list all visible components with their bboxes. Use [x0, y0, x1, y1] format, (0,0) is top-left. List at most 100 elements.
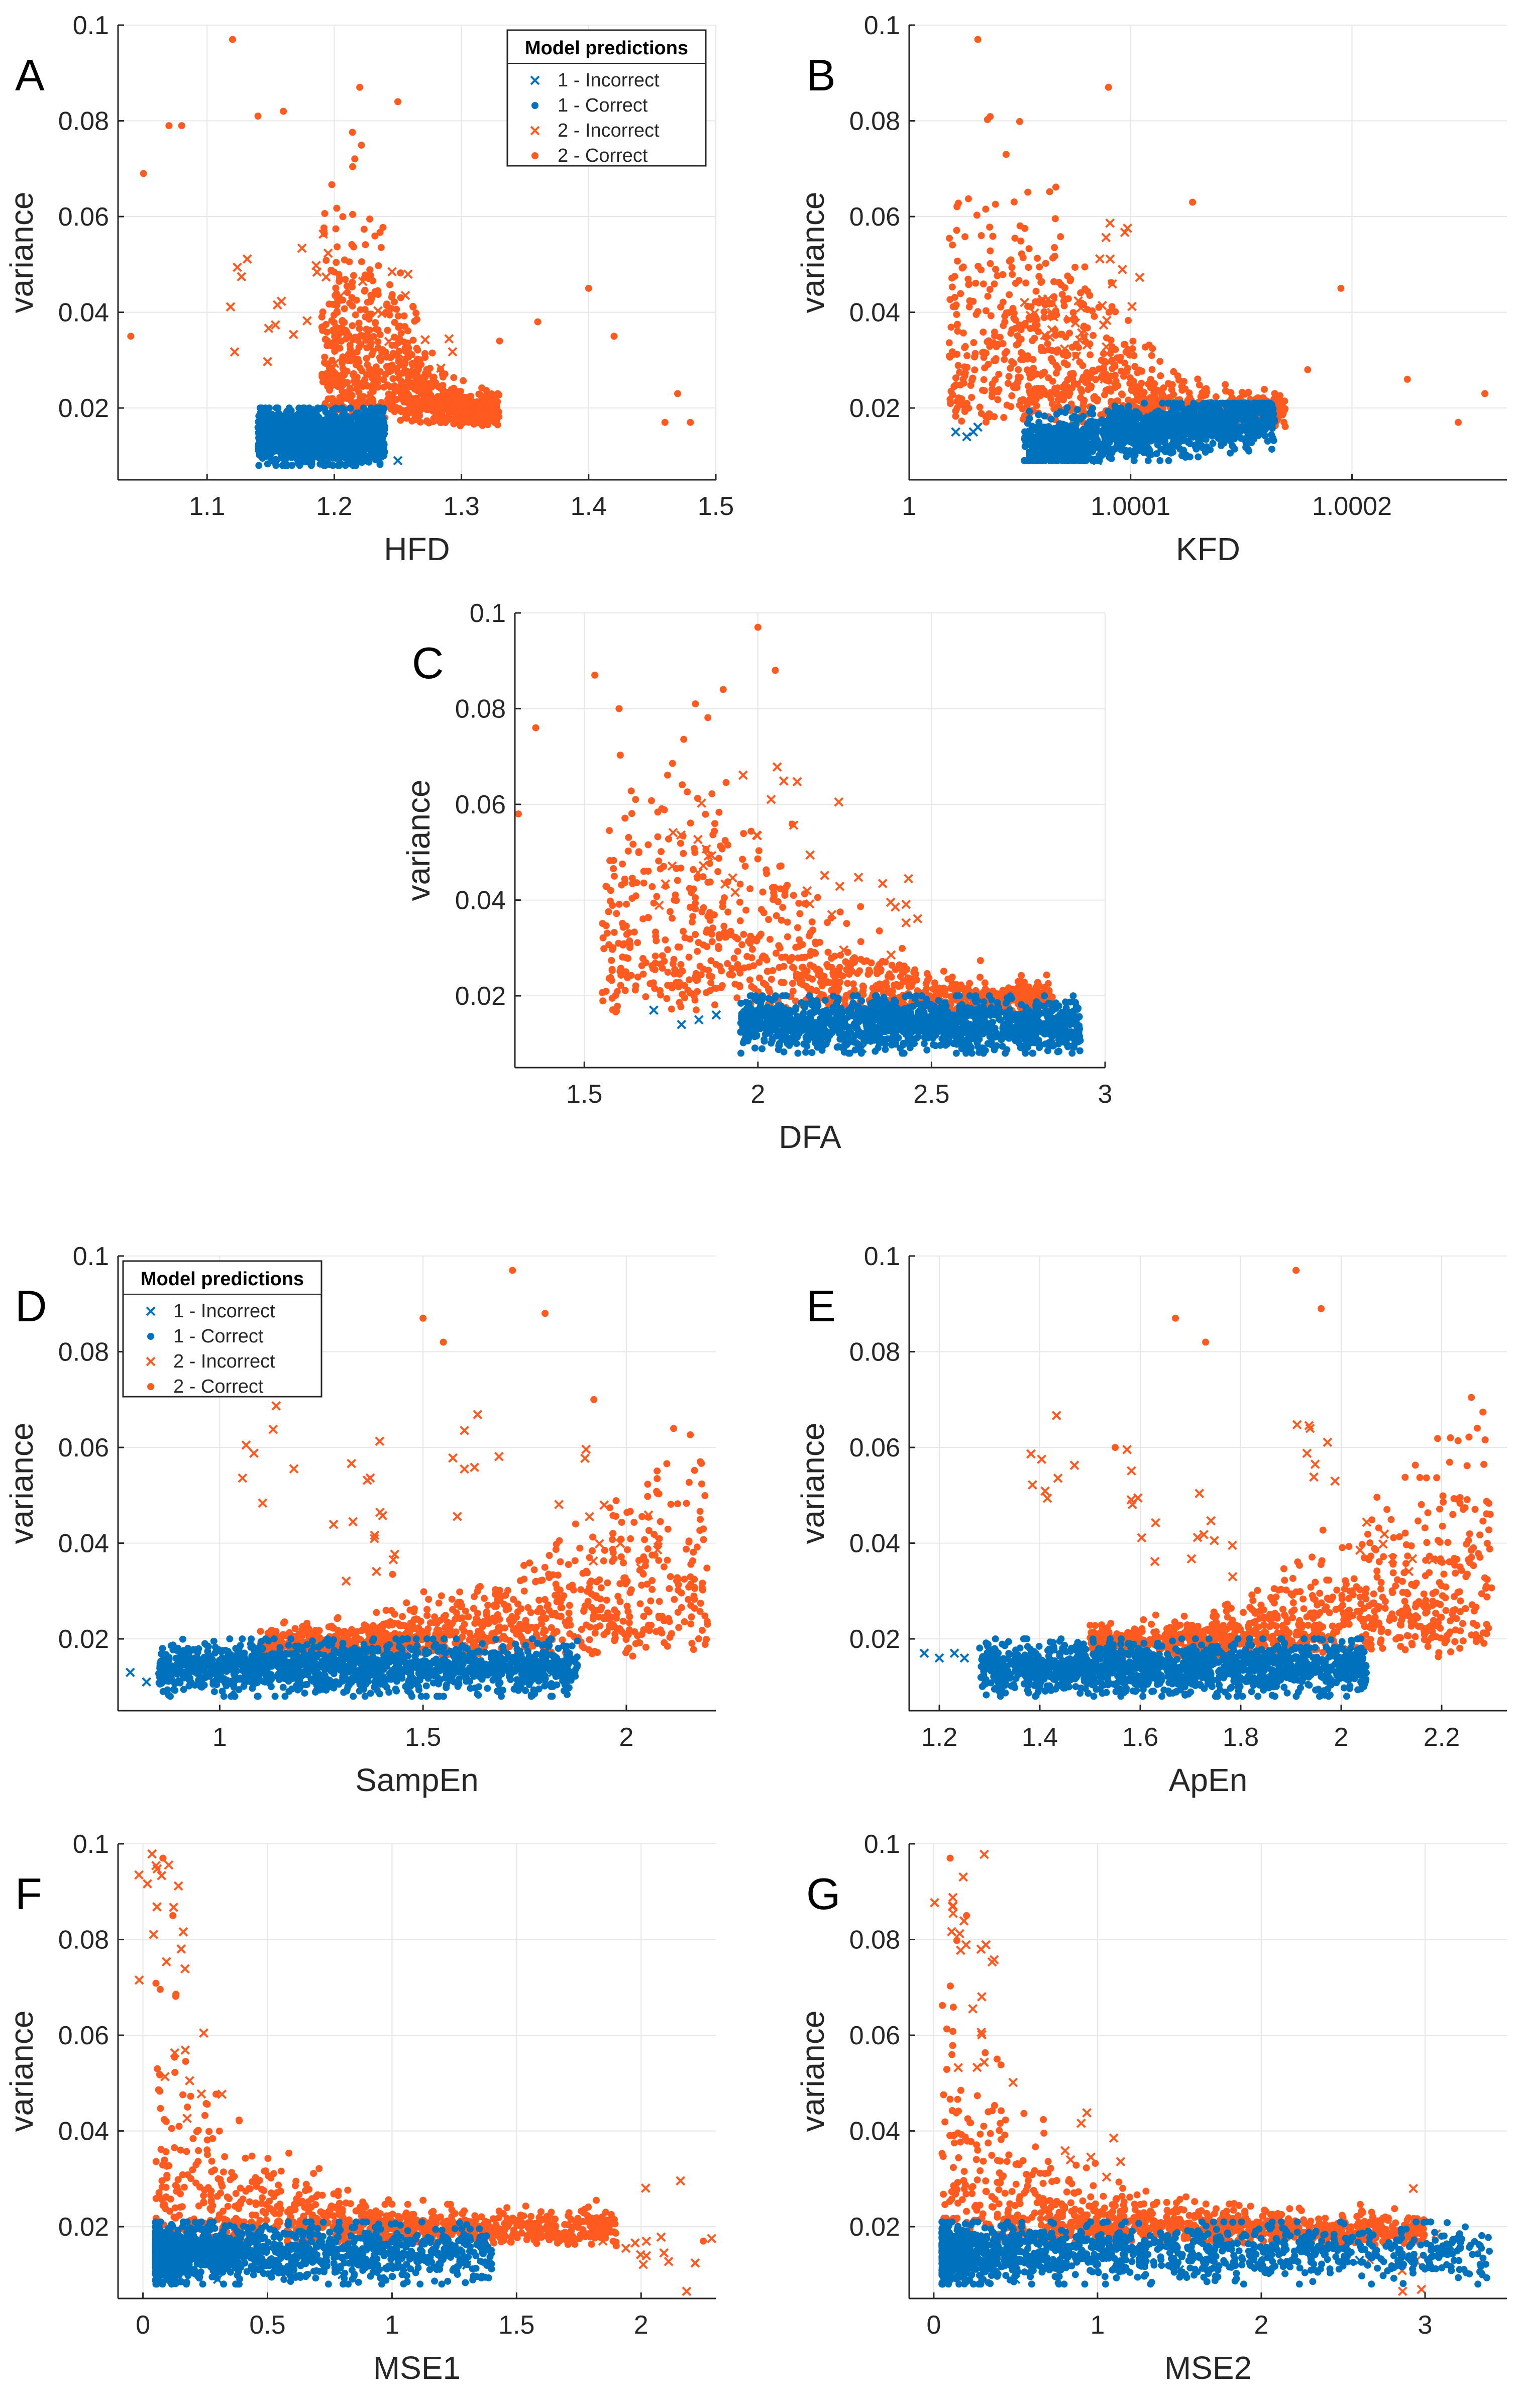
class2-correct-point: [450, 374, 458, 381]
class1-correct-point: [1251, 399, 1258, 407]
class2-correct-point: [1021, 320, 1029, 327]
class1-correct-point: [1216, 433, 1223, 441]
class2-correct-point: [960, 379, 967, 387]
class1-correct-point: [1258, 408, 1265, 416]
class2-correct-point: [1009, 271, 1016, 278]
class2-correct-point: [362, 241, 369, 249]
class1-correct-point: [288, 462, 296, 469]
class1-correct-point: [1037, 454, 1044, 461]
class1-correct-point: [1218, 422, 1226, 429]
class2-correct-point: [1126, 374, 1134, 381]
class1-correct-point: [1114, 441, 1121, 448]
class2-correct-point: [706, 860, 713, 867]
class2-correct-point: [368, 295, 375, 302]
class2-correct-point: [333, 301, 341, 309]
class2-correct-point: [339, 365, 347, 372]
class2-correct-point: [358, 141, 365, 149]
class2-correct-point: [1004, 380, 1012, 387]
class2-correct-point: [348, 241, 356, 248]
class2-correct-point: [1130, 352, 1138, 359]
class2-correct-point: [1102, 359, 1110, 366]
class1-correct-point: [375, 436, 383, 444]
class2-correct-point: [948, 274, 955, 282]
class2-correct-point: [980, 329, 987, 336]
class1-correct-point: [1248, 439, 1255, 446]
class2-correct-point: [1025, 382, 1032, 390]
class1-correct-point: [1071, 433, 1079, 440]
class2-correct-point: [1064, 295, 1072, 302]
class1-correct-point: [299, 404, 307, 412]
class2-correct-point: [428, 381, 436, 389]
class1-correct-point: [376, 454, 383, 462]
class1-correct-point: [1053, 441, 1060, 448]
class2-correct-point: [664, 771, 671, 779]
class2-correct-point: [1167, 381, 1174, 388]
class2-correct-point: [1031, 385, 1038, 393]
class2-correct-point: [1025, 245, 1033, 253]
class2-correct-point: [982, 307, 990, 315]
class2-correct-point: [359, 383, 367, 390]
class2-correct-point: [1018, 349, 1025, 356]
class1-correct-point: [329, 408, 336, 415]
class2-correct-point: [347, 357, 354, 365]
class1-correct-point: [1235, 399, 1242, 407]
y-tick-label: 0.04: [849, 298, 900, 328]
panel-letter: A: [15, 50, 45, 100]
x-tick-label: 1.1: [189, 492, 225, 521]
class2-correct-point: [1052, 183, 1059, 191]
class1-correct-point: [1255, 432, 1262, 439]
class2-correct-point: [1403, 375, 1411, 383]
class2-correct-point: [356, 325, 363, 333]
class2-correct-point: [634, 939, 641, 947]
class2-correct-point: [332, 225, 340, 233]
class2-correct-point: [973, 212, 981, 219]
class2-correct-point: [1194, 375, 1202, 383]
class2-correct-point: [1013, 341, 1020, 349]
class2-correct-point: [332, 284, 340, 292]
x-tick-label: 1: [902, 492, 917, 521]
class2-correct-point: [1087, 351, 1094, 359]
class2-correct-point: [648, 883, 656, 890]
class1-correct-point: [306, 435, 313, 442]
class1-correct-point: [1121, 418, 1129, 426]
class1-correct-point: [1195, 453, 1202, 461]
class2-correct-point: [990, 339, 997, 347]
class2-correct-point: [958, 417, 965, 425]
class1-correct-point: [1089, 410, 1097, 418]
class2-correct-point: [334, 333, 342, 340]
class1-correct-point: [1241, 412, 1248, 420]
class2-correct-point: [692, 931, 699, 938]
class2-correct-point: [1027, 325, 1034, 332]
class1-correct-point: [266, 404, 273, 412]
class1-correct-point: [1192, 443, 1199, 451]
class2-correct-point: [1018, 972, 1025, 979]
class1-correct-point: [288, 430, 296, 438]
class2-correct-point: [361, 287, 368, 295]
class2-correct-point: [1060, 302, 1068, 309]
class2-correct-point: [992, 266, 999, 273]
class1-correct-point: [1193, 402, 1201, 410]
class2-correct-point: [952, 407, 959, 415]
class2-correct-point: [989, 233, 997, 240]
class1-correct-point: [1060, 443, 1067, 450]
class1-correct-point: [264, 420, 271, 428]
class1-correct-point: [364, 431, 372, 438]
class2-correct-point: [352, 311, 359, 319]
class2-correct-point: [986, 410, 993, 418]
class2-correct-point: [1481, 390, 1488, 397]
class1-correct-point: [1056, 408, 1064, 415]
class2-correct-point: [384, 327, 391, 334]
class1-correct-point: [1202, 449, 1209, 456]
class2-correct-point: [334, 383, 342, 390]
x-tick-label: 1.0002: [1312, 492, 1392, 521]
class2-correct-point: [1049, 358, 1056, 365]
class2-correct-point: [948, 283, 956, 291]
class1-correct-point: [333, 455, 340, 462]
class1-correct-point: [1074, 446, 1081, 454]
class2-correct-point: [430, 373, 438, 381]
class2-correct-point: [949, 303, 957, 310]
class1-correct-point: [1100, 446, 1108, 453]
class2-correct-point: [963, 400, 970, 407]
class1-correct-point: [1180, 424, 1187, 432]
class2-correct-point: [736, 917, 744, 924]
